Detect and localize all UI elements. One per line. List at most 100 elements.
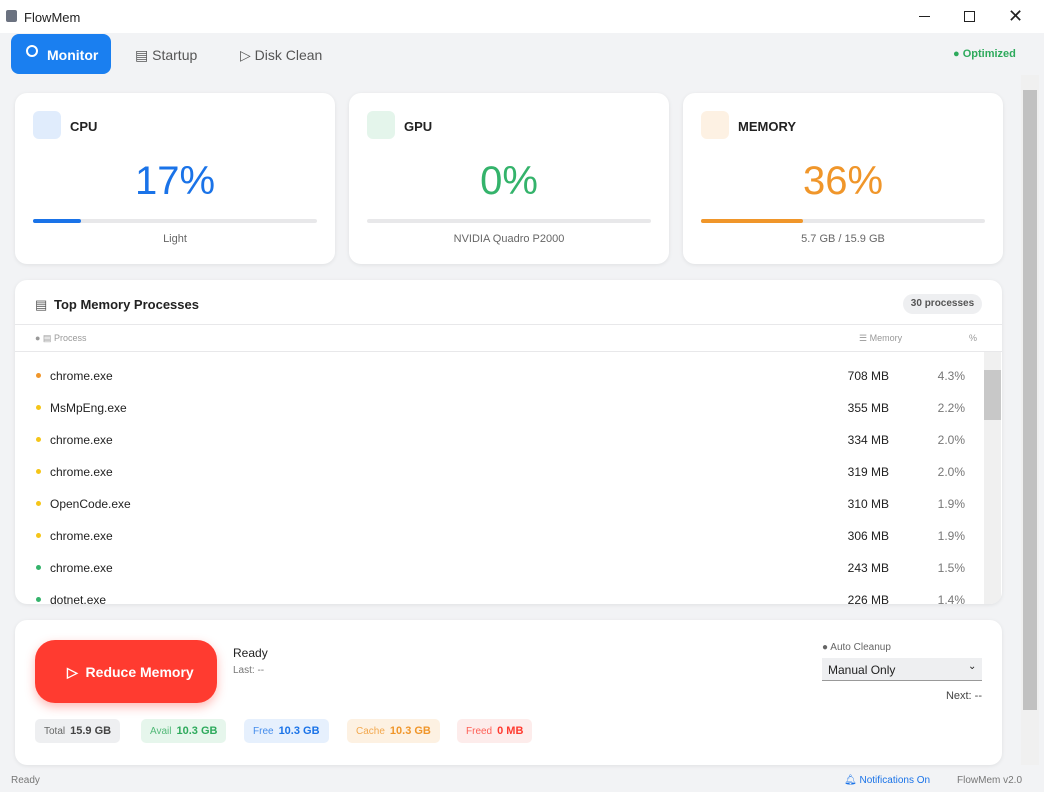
- scroll-thumb[interactable]: [984, 370, 1001, 420]
- select-arrow: ⌄: [968, 661, 977, 672]
- process-name: chrome.exe: [50, 561, 113, 575]
- process-memory: 310 MB: [847, 497, 889, 511]
- process-row: dotnet.exe 226 MB 1.4%: [15, 585, 984, 604]
- minimize[interactable]: [919, 16, 930, 17]
- panel-title: Top Memory Processes: [54, 297, 199, 312]
- action-panel: ▷ Reduce Memory Ready Last: -- ● Auto Cl…: [15, 620, 1002, 765]
- window-scrollbar[interactable]: [1021, 75, 1039, 765]
- next-run: Next: --: [945, 690, 982, 702]
- button-text: Reduce Memory: [85, 664, 194, 680]
- badge-text: Optimized: [962, 48, 1016, 60]
- card-label: MEMORY: [738, 119, 797, 134]
- process-memory: 243 MB: [847, 561, 889, 575]
- process-row: chrome.exe 243 MB 1.5%: [15, 553, 984, 585]
- status-badge: ● Optimized: [953, 48, 1016, 60]
- maximize[interactable]: [964, 11, 975, 22]
- window-title: FlowMem: [24, 10, 81, 25]
- tab-label: Disk Clean: [254, 47, 323, 63]
- stat-value: 10.3 GB: [278, 725, 320, 737]
- close[interactable]: ✕: [1008, 6, 1024, 26]
- col-label: Process: [53, 333, 87, 343]
- process-memory: 334 MB: [847, 433, 889, 447]
- notif-text: Notifications On: [859, 775, 931, 786]
- card-icon: [701, 111, 729, 139]
- process-name: chrome.exe: [50, 369, 113, 383]
- tab-icon: [26, 45, 38, 57]
- process-row: OpenCode.exe 310 MB 1.9%: [15, 489, 984, 521]
- tab-label: Monitor: [47, 47, 99, 63]
- col-label: Memory: [869, 333, 903, 343]
- status-dot: [36, 437, 41, 442]
- stat-label: Freed: [466, 726, 493, 737]
- metric-card: CPU 17% Light: [15, 93, 335, 264]
- stat-value: 10.3 GB: [176, 725, 218, 737]
- card-label: CPU: [70, 119, 98, 134]
- card-icon: [33, 111, 61, 139]
- status-dot: [36, 373, 41, 378]
- last-run: Last: --: [233, 665, 265, 676]
- progress-track: [33, 219, 317, 223]
- stat-value: 10.3 GB: [389, 725, 431, 737]
- notifications[interactable]: 🔔︎ Notifications On: [844, 775, 931, 786]
- process-percent: 1.9%: [937, 529, 965, 543]
- button-label: ▷ Reduce Memory: [67, 664, 194, 680]
- tab-label: Startup: [152, 47, 198, 63]
- progress-bar: [33, 219, 82, 223]
- stat-label: Free: [253, 726, 274, 737]
- process-memory: 319 MB: [847, 465, 889, 479]
- status-dot: [36, 597, 41, 602]
- process-percent: 1.4%: [937, 593, 965, 604]
- process-row: chrome.exe 334 MB 2.0%: [15, 425, 984, 457]
- process-row: MsMpEng.exe 355 MB 2.2%: [15, 393, 984, 425]
- process-name: dotnet.exe: [50, 593, 107, 604]
- stat-label: Cache: [356, 726, 385, 737]
- process-row: chrome.exe 306 MB 1.9%: [15, 521, 984, 553]
- app-icon: [6, 10, 17, 22]
- process-memory: 355 MB: [847, 401, 889, 415]
- process-name: chrome.exe: [50, 529, 113, 543]
- card-label: GPU: [404, 119, 433, 134]
- stat-chip: Avail 10.3 GB: [141, 719, 227, 743]
- process-name: chrome.exe: [50, 433, 113, 447]
- action-status: Ready: [233, 646, 268, 660]
- stat-chip: Free 10.3 GB: [244, 719, 329, 743]
- window-scroll-thumb[interactable]: [1023, 90, 1037, 710]
- card-detail: 5.7 GB / 15.9 GB: [801, 233, 885, 245]
- select-value: Manual Only: [828, 663, 896, 677]
- process-name: chrome.exe: [50, 465, 113, 479]
- col-percent: %: [969, 333, 978, 343]
- card-detail: Light: [163, 233, 187, 245]
- process-percent: 1.9%: [937, 497, 965, 511]
- stat-value: 15.9 GB: [70, 725, 112, 737]
- status-dot: [36, 533, 41, 538]
- stat-label: Avail: [150, 726, 172, 737]
- tab-disk-clean[interactable]: ▷ Disk Clean: [240, 47, 323, 63]
- process-percent: 2.0%: [937, 433, 965, 447]
- process-name: MsMpEng.exe: [50, 401, 127, 415]
- scrollbar[interactable]: [984, 352, 1001, 604]
- auto-cleanup-select[interactable]: Manual Only ⌄: [822, 658, 982, 681]
- column-header: ● ▤ Process ☰ Memory %: [15, 324, 1002, 352]
- status-dot: [36, 565, 41, 570]
- auto-cleanup-label: ● Auto Cleanup: [822, 642, 891, 653]
- progress-track: [367, 219, 651, 223]
- reduce-button[interactable]: ▷ Reduce Memory: [35, 640, 217, 703]
- tab-monitor[interactable]: Monitor: [11, 34, 111, 74]
- metric-card: GPU 0% NVIDIA Quadro P2000: [349, 93, 669, 264]
- version: FlowMem v2.0: [957, 775, 1023, 786]
- card-detail: NVIDIA Quadro P2000: [453, 233, 565, 245]
- progress-bar: [701, 219, 804, 223]
- tab-startup[interactable]: ▤ Startup: [135, 47, 198, 63]
- status-dot: [36, 501, 41, 506]
- process-memory: 226 MB: [847, 593, 889, 604]
- process-percent: 2.0%: [937, 465, 965, 479]
- title-bar: FlowMem ✕: [0, 0, 1044, 33]
- stat-label: Total: [44, 726, 66, 737]
- label-text: Auto Cleanup: [830, 642, 891, 653]
- status-dot: [36, 405, 41, 410]
- stat-chip: Total 15.9 GB: [35, 719, 121, 743]
- panel-icon: ▤: [35, 297, 48, 312]
- process-row: chrome.exe 319 MB 2.0%: [15, 457, 984, 489]
- card-icon: [367, 111, 395, 139]
